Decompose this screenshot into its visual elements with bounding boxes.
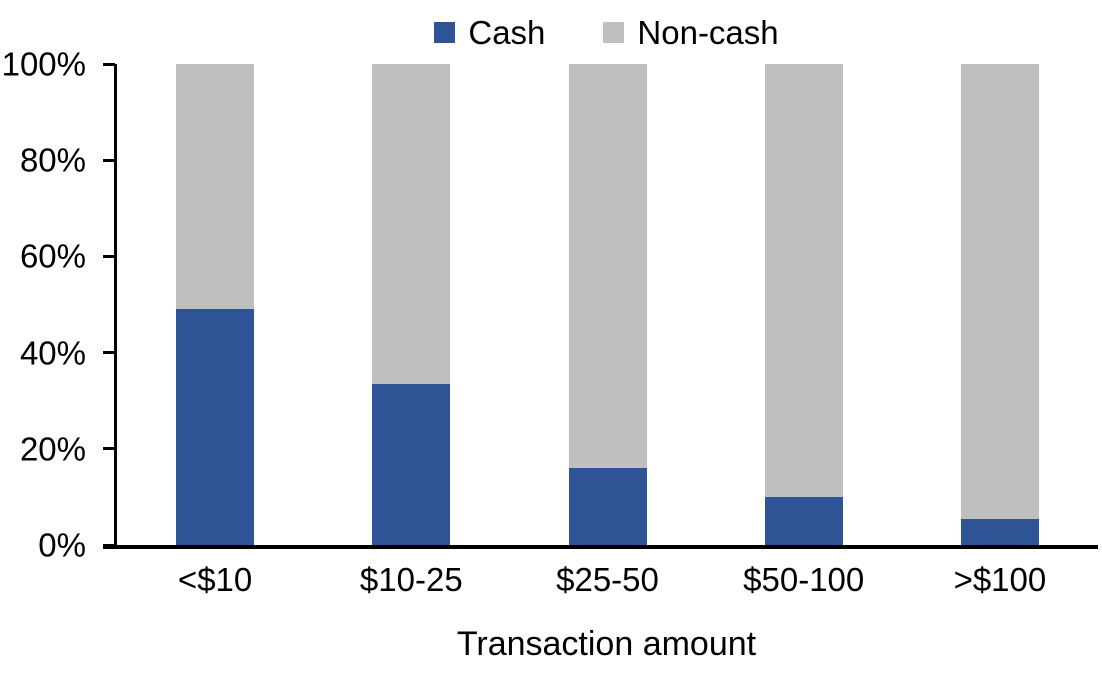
legend-item-cash: Cash (434, 16, 545, 49)
x-axis-category-label: >$100 (953, 561, 1047, 598)
x-axis-category-label: <$10 (177, 561, 253, 598)
bar-slot-50-100 (706, 64, 902, 545)
bar-slot-10 (117, 64, 313, 545)
legend-swatch-non-cash (603, 21, 625, 43)
bar-segment-non-cash (960, 64, 1039, 519)
legend-label: Cash (468, 13, 546, 51)
y-axis-tick-label: 60% (19, 237, 86, 275)
plot-area (117, 64, 1098, 545)
y-axis-tick (103, 62, 115, 66)
y-axis-tick (103, 447, 115, 451)
y-axis-tick-label: 0% (38, 526, 86, 564)
y-axis-tick-label: 100% (1, 45, 86, 83)
stacked-bar-10 (176, 64, 255, 545)
stacked-bar-25-50 (568, 64, 647, 545)
stacked-bar-100 (960, 64, 1039, 545)
bar-segment-cash (764, 496, 843, 545)
legend-swatch-cash (434, 21, 456, 43)
y-axis-tick (103, 158, 115, 162)
legend-item-non-cash: Non-cash (603, 13, 779, 51)
stacked-bar-50-100 (764, 64, 843, 545)
y-axis-tick-label: 40% (19, 334, 86, 372)
y-axis-line (114, 64, 117, 545)
x-axis-labels: <$10 $10-25 $25-50 $50-100 >$100 (117, 558, 1098, 602)
bar-slot-100 (902, 64, 1098, 545)
x-axis-category-label: $10-25 (359, 561, 463, 598)
bar-segment-cash (176, 309, 255, 545)
y-axis-tick (103, 351, 115, 355)
bar-segment-cash (960, 518, 1039, 545)
x-axis-line (103, 545, 1098, 549)
stacked-bar-10-25 (372, 64, 451, 545)
bar-segment-cash (372, 383, 451, 545)
y-axis-labels: 0% 20% 40% 60% 80% 100% (0, 48, 86, 562)
x-axis-category-label: $25-50 (556, 561, 659, 598)
bar-segment-cash (568, 468, 647, 545)
legend-label: Non-cash (637, 13, 779, 51)
y-axis-tick-label: 80% (19, 141, 86, 179)
bar-segment-non-cash (372, 64, 451, 384)
bar-segment-non-cash (568, 64, 647, 469)
legend: Cash Non-cash (115, 10, 1098, 54)
x-axis-category-label: $50-100 (743, 561, 865, 598)
bar-segment-non-cash (764, 64, 843, 497)
x-axis-title: Transaction amount (456, 625, 757, 663)
y-axis-tick (103, 254, 115, 258)
bar-slot-25-50 (509, 64, 705, 545)
bar-slot-10-25 (313, 64, 509, 545)
y-axis-tick-label: 20% (19, 430, 86, 468)
bar-segment-non-cash (176, 64, 255, 310)
